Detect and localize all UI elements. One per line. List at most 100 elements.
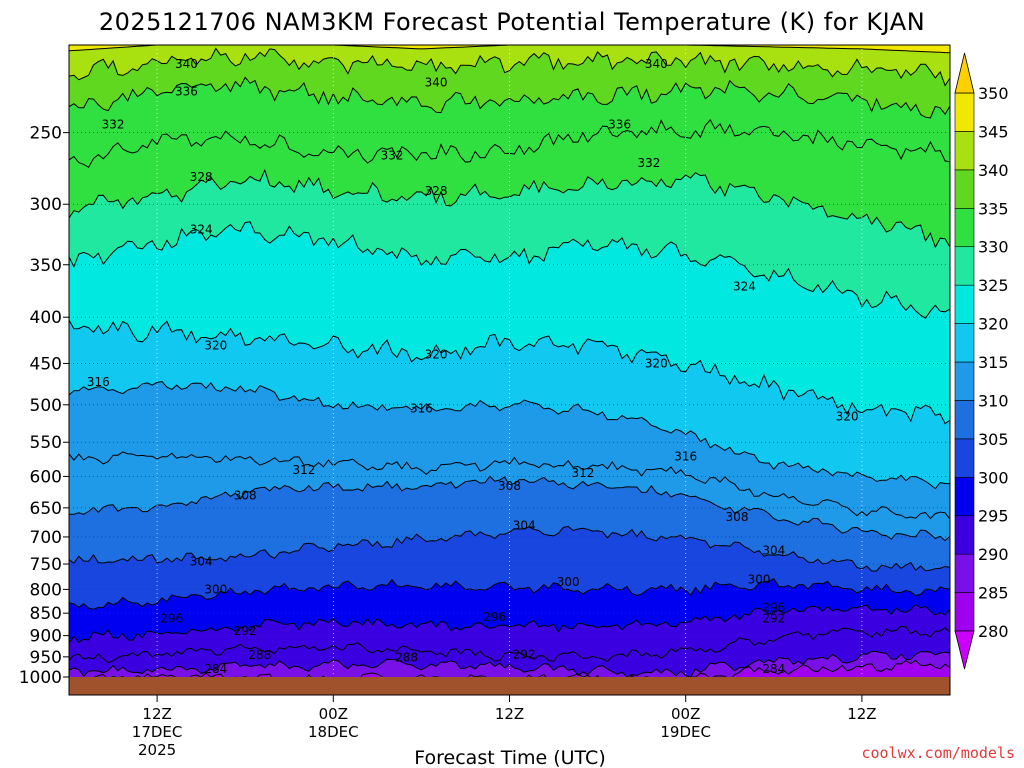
y-tick-label: 300: [30, 195, 62, 215]
contour-292: [69, 625, 950, 664]
y-tick-label: 550: [30, 433, 62, 453]
contour-label: 308: [726, 510, 749, 524]
y-tick-label: 950: [30, 648, 62, 668]
contour-label: 320: [836, 409, 859, 423]
contour-label: 300: [204, 582, 227, 596]
y-tick-label: 800: [30, 580, 62, 600]
grid-lines: [69, 45, 950, 677]
colorbar-box: [954, 131, 975, 171]
colorbar-tick-label: 315: [978, 353, 1009, 372]
contour-label: 304: [190, 554, 213, 568]
contour-label: 316: [87, 375, 110, 389]
colorbar-box: [954, 400, 975, 440]
contour-labels: 340 340 340 336 336 332 332 332 328 328 324 324 320 3…: [87, 57, 859, 676]
y-tick-label: 750: [30, 555, 62, 575]
contour-label: 284: [762, 662, 785, 676]
colorbar-tick-label: 280: [978, 622, 1009, 641]
colorbar-box: [954, 323, 975, 363]
x-tick-label: 00Z: [671, 705, 700, 723]
contour-label: 308: [234, 489, 257, 503]
y-tick-label: 600: [30, 467, 62, 487]
contour-label: 332: [381, 149, 404, 163]
contour-label: 292: [234, 624, 257, 638]
contour-304: [69, 525, 950, 572]
contour-label: 336: [175, 84, 198, 98]
contour-label: 328: [425, 184, 448, 198]
colorbar-tick-label: 325: [978, 276, 1009, 295]
contour-label: 340: [425, 75, 448, 89]
contour-320: [69, 319, 950, 425]
y-tick-label: 850: [30, 604, 62, 624]
y-tick-label: 400: [30, 308, 62, 328]
contour-label: 316: [410, 402, 433, 416]
colorbar-tick-label: 285: [978, 584, 1009, 603]
contour-308: [69, 475, 950, 542]
colorbar-tick-label: 320: [978, 315, 1009, 334]
plot-area: [69, 45, 950, 695]
colorbar-tick-label: 300: [978, 468, 1009, 487]
contour-label: 284: [204, 662, 227, 676]
contour-label: 320: [204, 339, 227, 353]
contour-label: 304: [762, 544, 785, 558]
contour-label: 288: [248, 648, 271, 662]
y-tick-label: 650: [30, 499, 62, 519]
contour-label: 296: [483, 610, 506, 624]
x-tick-label: 12Z: [142, 705, 171, 723]
contour-label: 296: [160, 612, 183, 626]
colorbar-tick-label: 345: [978, 122, 1009, 141]
contour-label: 292: [513, 647, 536, 661]
y-tick-label: 500: [30, 396, 62, 416]
colorbar-box: [954, 438, 975, 478]
colorbar-tick-label: 295: [978, 507, 1009, 526]
y-tick-label: 1000: [19, 668, 62, 688]
x-tick-label: 00Z: [319, 705, 348, 723]
chart-title: 2025121706 NAM3KM Forecast Potential Tem…: [99, 8, 925, 36]
contour-296: [69, 603, 950, 644]
y-tick-label: 450: [30, 354, 62, 374]
contour-label: 332: [638, 156, 661, 170]
x-axis-label: Forecast Time (UTC): [414, 747, 605, 768]
contour-label: 340: [175, 57, 198, 71]
contour-label: 332: [102, 118, 125, 132]
colorbar-tick-label: 290: [978, 545, 1009, 564]
colorbar-box: [954, 592, 975, 632]
colorbar: 280 285 290 295 300 305 310 315 320 325 330 335 340 3…: [954, 52, 1009, 670]
y-tick-label: 350: [30, 256, 62, 276]
colorbar-tick-label: 350: [978, 84, 1009, 103]
contour-312: [69, 451, 950, 520]
contour-label: 304: [513, 519, 536, 533]
colorbar-box: [954, 553, 975, 593]
contour-label: 300: [748, 572, 771, 586]
colorbar-box: [954, 476, 975, 517]
contour-label: 288: [395, 651, 418, 665]
ground-surface: [69, 677, 950, 695]
y-tick-label: 900: [30, 627, 62, 647]
colorbar-box: [954, 92, 975, 132]
contour-label: 324: [190, 223, 213, 237]
colorbar-tick-label: 340: [978, 161, 1009, 180]
x-tick-year: 2025: [138, 741, 176, 759]
contour-label: 320: [645, 356, 668, 370]
contour-label: 336: [608, 118, 631, 132]
colorbar-box: [954, 169, 975, 209]
colorbar-box: [954, 207, 975, 248]
x-tick-date: 19DEC: [660, 723, 711, 741]
contour-label: 296: [762, 601, 785, 615]
colorbar-box: [954, 246, 975, 286]
colorbar-tick-label: 310: [978, 391, 1009, 410]
contour-label: 308: [498, 479, 521, 493]
contour-label: 300: [557, 575, 580, 589]
x-tick-date: 18DEC: [308, 723, 359, 741]
contour-340: [69, 47, 950, 87]
y-axis-ticks: 250 300 350 400 450 500 550 600 650 700 750 800 850 9…: [19, 124, 69, 688]
y-tick-label: 250: [30, 124, 62, 144]
contour-336: [69, 76, 950, 119]
contour-label: 320: [425, 348, 448, 362]
x-tick-date: 17DEC: [132, 723, 183, 741]
contour-label: 312: [571, 466, 594, 480]
contour-label: 324: [733, 280, 756, 294]
contour-288: [69, 650, 950, 679]
colorbar-bottom-arrow: [954, 630, 975, 670]
